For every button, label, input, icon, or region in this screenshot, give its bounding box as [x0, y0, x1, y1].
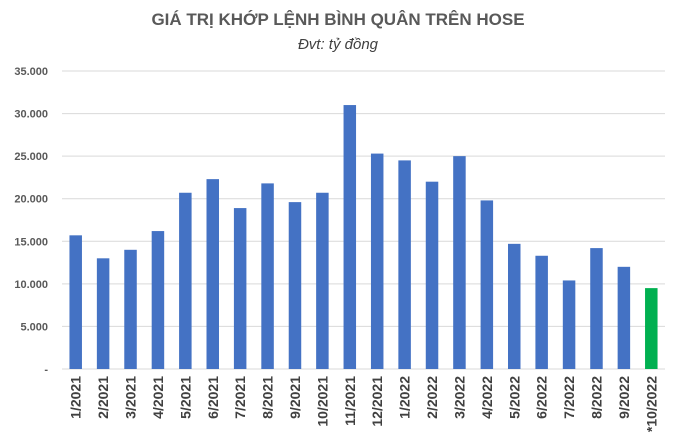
- x-tick-label: *10/2022: [643, 376, 659, 432]
- bar-4-2022: [480, 200, 494, 369]
- bar-2-2021: [96, 258, 110, 369]
- bar-2-2022: [425, 181, 439, 369]
- x-tick-label: 6/2021: [205, 376, 221, 419]
- bar-7-2021: [233, 208, 247, 369]
- x-tick-label: 7/2021: [232, 376, 248, 419]
- bar-8-2022: [590, 248, 603, 369]
- bar-5-2021: [179, 192, 192, 369]
- y-tick-label: 25.000: [14, 151, 48, 163]
- bar-6-2022: [535, 255, 548, 369]
- x-tick-label: 7/2022: [561, 376, 577, 419]
- x-tick-label: 5/2021: [177, 376, 193, 419]
- x-tick-label: 8/2021: [260, 376, 276, 419]
- y-tick-label: 15.000: [14, 236, 48, 248]
- x-tick-label: 3/2022: [451, 376, 467, 419]
- x-tick-label: 2/2022: [424, 376, 440, 419]
- bar-3-2022: [453, 156, 466, 369]
- bar-10-2021: [316, 192, 329, 369]
- x-tick-label: 12/2021: [369, 376, 385, 427]
- x-tick-label: 3/2021: [123, 376, 139, 419]
- bar-6-2021: [206, 179, 219, 369]
- chart-subtitle: Đvt: tỷ đồng: [298, 36, 379, 53]
- y-tick-label: -: [44, 364, 48, 376]
- x-tick-label: 4/2021: [150, 376, 166, 419]
- x-tick-label: 1/2021: [68, 376, 84, 419]
- bars: [69, 105, 658, 370]
- y-tick-label: 20.000: [14, 194, 48, 206]
- bar-12-2021: [370, 153, 384, 369]
- bar-11-2021: [343, 105, 357, 370]
- x-axis-ticks: 1/2021 2/2021 3/2021 4/2021 5/2021 6/2021 7/20…: [68, 376, 660, 432]
- chart-title: GIÁ TRỊ KHỚP LỆNH BÌNH QUÂN TRÊN HOSE: [151, 10, 524, 29]
- bar-9-2021: [288, 202, 302, 369]
- x-tick-label: 8/2022: [588, 376, 604, 419]
- bar-1-2022: [398, 160, 411, 369]
- y-tick-label: 10.000: [14, 279, 48, 291]
- x-tick-label: 6/2022: [534, 376, 550, 419]
- y-axis-ticks: - 5.000 10.000 15.000 20.000 25.000 30.000 35.0…: [14, 66, 48, 376]
- x-tick-label: 4/2022: [479, 376, 495, 419]
- y-tick-label: 35.000: [14, 66, 48, 78]
- bar-3-2021: [124, 249, 137, 369]
- bar-10-2022: [645, 288, 658, 369]
- x-tick-label: 9/2022: [616, 376, 632, 419]
- bar-4-2021: [151, 231, 165, 369]
- x-tick-label: 5/2022: [506, 376, 522, 419]
- x-tick-label: 1/2022: [397, 376, 413, 419]
- bar-7-2022: [562, 280, 576, 369]
- x-tick-label: 10/2021: [314, 376, 330, 427]
- y-tick-label: 30.000: [14, 109, 48, 121]
- bar-8-2021: [261, 183, 274, 369]
- bar-1-2021: [69, 235, 82, 369]
- x-tick-label: 11/2021: [342, 376, 358, 426]
- y-tick-label: 5.000: [20, 321, 48, 333]
- x-tick-label: 2/2021: [95, 376, 111, 419]
- x-tick-label: 9/2021: [287, 376, 303, 419]
- bar-5-2022: [508, 243, 521, 369]
- bar-9-2022: [617, 266, 631, 369]
